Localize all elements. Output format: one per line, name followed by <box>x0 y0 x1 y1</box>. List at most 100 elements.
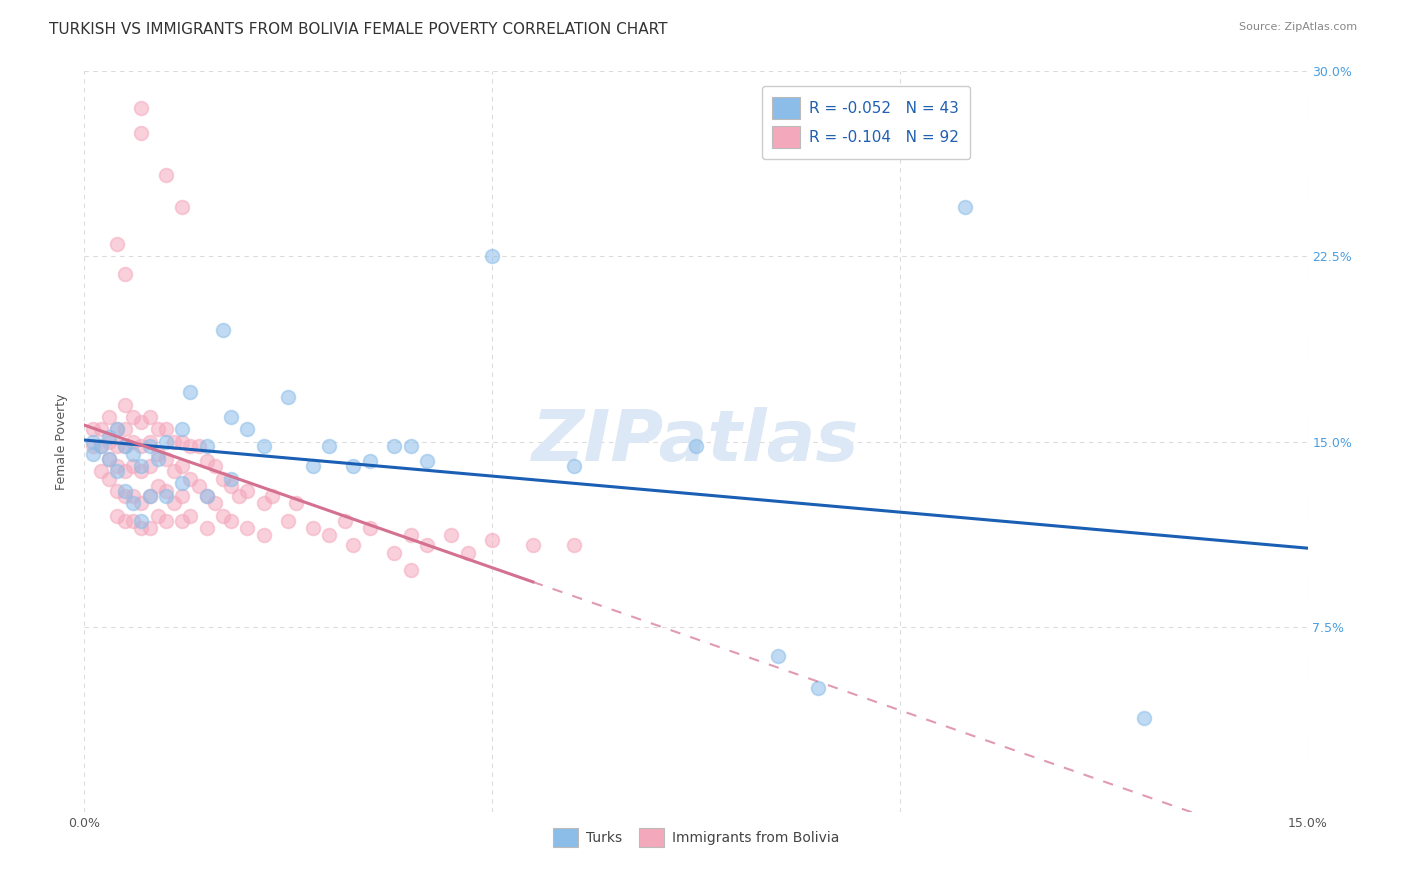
Point <box>416 538 439 552</box>
Point <box>236 521 259 535</box>
Point <box>179 385 201 400</box>
Point <box>399 440 422 454</box>
Point <box>163 434 186 449</box>
Point <box>114 398 136 412</box>
Point <box>253 528 276 542</box>
Point <box>562 459 585 474</box>
Point <box>318 440 340 454</box>
Point <box>131 459 153 474</box>
Point <box>131 521 153 535</box>
Point <box>122 489 145 503</box>
Point <box>399 563 422 577</box>
Point <box>146 447 169 461</box>
Point <box>105 459 128 474</box>
Point <box>253 440 276 454</box>
Point <box>82 440 104 454</box>
Point <box>212 508 235 523</box>
Point <box>138 440 160 454</box>
Point <box>172 476 194 491</box>
Point <box>219 514 242 528</box>
Point <box>522 538 544 552</box>
Point <box>138 434 160 449</box>
Point <box>131 415 153 429</box>
Point <box>195 489 218 503</box>
Point <box>416 454 439 468</box>
Point <box>114 514 136 528</box>
Point <box>122 514 145 528</box>
Point <box>122 434 145 449</box>
Point <box>122 459 145 474</box>
Legend: Turks, Immigrants from Bolivia: Turks, Immigrants from Bolivia <box>547 822 845 853</box>
Point <box>277 390 299 404</box>
Point <box>105 422 128 436</box>
Point <box>155 483 177 498</box>
Text: Source: ZipAtlas.com: Source: ZipAtlas.com <box>1239 22 1357 32</box>
Point <box>187 479 209 493</box>
Point <box>155 451 177 466</box>
Point <box>195 454 218 468</box>
Point <box>90 422 112 436</box>
Point <box>562 538 585 552</box>
Point <box>236 422 259 436</box>
Point <box>219 479 242 493</box>
Point <box>766 649 789 664</box>
Point <box>138 459 160 474</box>
Point <box>481 249 503 264</box>
Point <box>342 538 364 552</box>
Point <box>277 514 299 528</box>
Point <box>131 126 153 140</box>
Point <box>82 447 104 461</box>
Point <box>685 440 707 454</box>
Point <box>105 440 128 454</box>
Point <box>105 237 128 252</box>
Point <box>359 454 381 468</box>
Point <box>457 546 479 560</box>
Point <box>114 422 136 436</box>
Point <box>97 429 120 443</box>
Point <box>382 440 405 454</box>
Point <box>105 422 128 436</box>
Point <box>204 496 226 510</box>
Y-axis label: Female Poverty: Female Poverty <box>55 393 69 490</box>
Point <box>155 168 177 182</box>
Point <box>195 521 218 535</box>
Point <box>399 528 422 542</box>
Point <box>90 440 112 454</box>
Point <box>155 422 177 436</box>
Point <box>105 483 128 498</box>
Point <box>807 681 830 696</box>
Point <box>172 514 194 528</box>
Point <box>187 440 209 454</box>
Point <box>82 434 104 449</box>
Point <box>90 464 112 478</box>
Point <box>122 496 145 510</box>
Point <box>114 267 136 281</box>
Point <box>114 440 136 454</box>
Point <box>114 440 136 454</box>
Point <box>260 489 283 503</box>
Point <box>97 451 120 466</box>
Point <box>179 508 201 523</box>
Point <box>253 496 276 510</box>
Point <box>342 459 364 474</box>
Point <box>82 422 104 436</box>
Point <box>172 200 194 214</box>
Point <box>228 489 250 503</box>
Point <box>131 440 153 454</box>
Point <box>131 496 153 510</box>
Point <box>138 409 160 424</box>
Point <box>172 434 194 449</box>
Point <box>97 409 120 424</box>
Point <box>114 483 136 498</box>
Point <box>359 521 381 535</box>
Point <box>122 447 145 461</box>
Point <box>301 521 323 535</box>
Point <box>131 514 153 528</box>
Point <box>155 434 177 449</box>
Point <box>146 451 169 466</box>
Point <box>179 471 201 485</box>
Point <box>236 483 259 498</box>
Point <box>105 464 128 478</box>
Point <box>105 508 128 523</box>
Point <box>204 459 226 474</box>
